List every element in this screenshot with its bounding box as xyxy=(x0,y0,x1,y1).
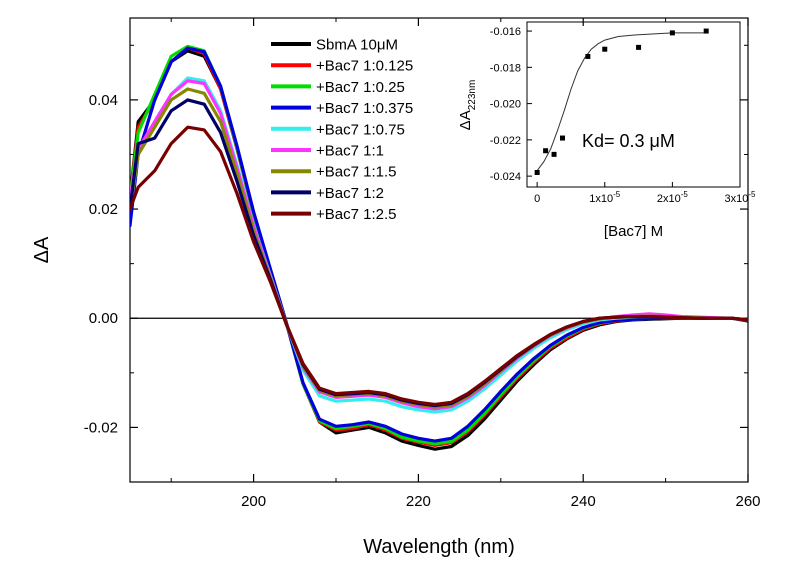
inset-x-tick-exponent: -5 xyxy=(681,190,689,199)
inset-data-point-6 xyxy=(636,44,642,50)
inset-data-point-5 xyxy=(602,46,608,52)
x-tick-label: 200 xyxy=(241,493,266,510)
inset-x-tick-label: 3x10-5 xyxy=(725,190,757,205)
legend-label-4: +Bac7 1:0.75 xyxy=(316,121,405,138)
y-tick-label: -0.02 xyxy=(84,419,118,436)
legend-label-2: +Bac7 1:0.25 xyxy=(316,79,405,96)
legend: SbmA 10μM +Bac7 1:0.125 +Bac7 1:0.25 +Bac7 … xyxy=(271,37,413,223)
series-line-5 xyxy=(130,79,748,411)
y-axis-title: ΔA xyxy=(31,236,53,263)
kd-annotation: Kd= 0.3 μM xyxy=(582,131,675,151)
inset-data-point-3 xyxy=(560,135,565,141)
inset-x-axis-title: [Bac7] M xyxy=(604,223,663,240)
inset-y-axis-sub: 223nm xyxy=(467,80,478,111)
legend-label-1: +Bac7 1:0.125 xyxy=(316,58,413,75)
series-group xyxy=(130,44,748,451)
inset-fit-curve xyxy=(536,32,707,171)
inset-x-tick-label: 0 xyxy=(534,193,540,205)
y-tick-label: 0.04 xyxy=(89,92,118,109)
y-tick-label: 0.02 xyxy=(89,201,118,218)
x-tick-label: 240 xyxy=(571,493,596,510)
plot-frame xyxy=(129,17,749,483)
inset-y-axis-title: ΔA223nm xyxy=(457,80,478,131)
inset-x-tick-exponent: -5 xyxy=(748,190,756,199)
legend-label-6: +Bac7 1:1.5 xyxy=(316,164,396,181)
series-line-3 xyxy=(130,46,748,443)
inset-frame xyxy=(526,21,741,188)
legend-label-7: +Bac7 1:2 xyxy=(316,185,384,202)
x-tick-label: 220 xyxy=(406,493,431,510)
inset-data-point-4 xyxy=(585,53,591,59)
inset-y-tick-label: -0.022 xyxy=(490,135,521,147)
inset-data-point-8 xyxy=(703,28,709,34)
series-line-2 xyxy=(130,44,748,446)
inset-plot: 0 1x10-5 2x10-5 3x10-5-0.024-0.022-0.020-0.… xyxy=(457,21,757,240)
inset-data-point-2 xyxy=(551,151,557,157)
inset-data-point-7 xyxy=(669,30,675,36)
inset-data-point-0 xyxy=(534,169,540,175)
inset-x-tick-base: 2x10 xyxy=(657,193,681,205)
inset-y-axis-main: ΔA xyxy=(457,110,474,130)
inset-data-point-1 xyxy=(543,148,549,154)
series-line-8 xyxy=(130,125,748,407)
x-tick-label: 260 xyxy=(735,493,760,510)
inset-y-tick-label: -0.018 xyxy=(490,62,521,74)
inset-x-tick-base: 0 xyxy=(534,193,540,205)
series-line-1 xyxy=(130,46,748,447)
main-plot: 200 220 240 260 -0.02 0.00 0.02 0.04 Wavelength … xyxy=(31,17,761,558)
legend-label-3: +Bac7 1:0.375 xyxy=(316,100,413,117)
inset-x-tick-base: 1x10 xyxy=(589,193,613,205)
legend-label-5: +Bac7 1:1 xyxy=(316,143,384,160)
legend-label-0: SbmA 10μM xyxy=(316,37,398,54)
inset-x-tick-exponent: -5 xyxy=(613,190,621,199)
inset-y-tick-label: -0.016 xyxy=(490,26,521,38)
inset-x-tick-base: 3x10 xyxy=(725,193,749,205)
inset-x-tick-label: 2x10-5 xyxy=(657,190,689,205)
inset-y-tick-label: -0.024 xyxy=(490,171,521,183)
series-line-0 xyxy=(130,49,748,451)
inset-y-tick-label: -0.020 xyxy=(490,99,521,111)
inset-x-tick-label: 1x10-5 xyxy=(589,190,621,205)
legend-label-8: +Bac7 1:2.5 xyxy=(316,206,396,223)
y-tick-label: 0.00 xyxy=(89,310,118,327)
x-axis-title: Wavelength (nm) xyxy=(363,536,515,558)
